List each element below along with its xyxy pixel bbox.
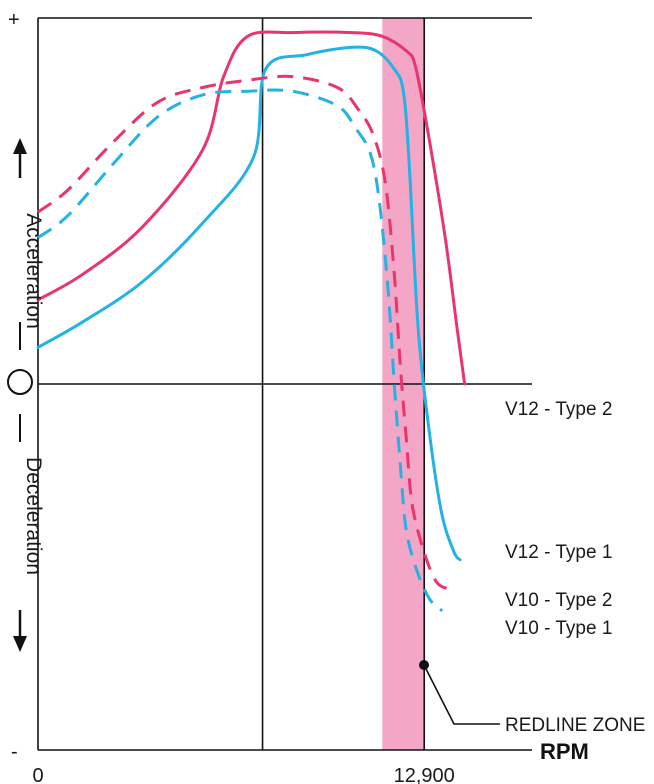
y-plus-sign: + <box>8 9 20 31</box>
y-label-acceleration: Acceleration <box>22 213 45 329</box>
y-minus-sign: - <box>11 741 18 763</box>
up-arrow-icon <box>13 138 27 178</box>
series-line-v12-type-1 <box>36 45 462 562</box>
x-tick-labels: 0 12,900 <box>32 765 454 784</box>
redline-zone-label: REDLINE ZONE <box>505 715 645 736</box>
series-line-v12-type-2 <box>36 30 467 386</box>
zero-marker-circle <box>7 369 33 395</box>
series-labels: V12 - Type 2 V12 - Type 1 V10 - Type 2 V10 … <box>505 399 612 639</box>
x-tick-label: 0 <box>32 765 43 784</box>
series-label-v12-type-1: V12 - Type 1 <box>505 542 612 563</box>
y-label-deceleration: Deceleration <box>22 457 45 575</box>
y-axis-label: Acceleration Deceleration <box>7 138 45 652</box>
series-line-v10-type-1 <box>37 88 444 613</box>
series-label-v10-type-2: V10 - Type 2 <box>505 590 612 611</box>
series-line-v10-type-2 <box>37 74 450 591</box>
series-lines <box>36 30 467 613</box>
grid <box>37 17 532 751</box>
series-label-v12-type-2: V12 - Type 2 <box>505 399 612 420</box>
redline-callout: REDLINE ZONE <box>419 660 645 736</box>
x-axis-title: RPM <box>540 739 589 764</box>
down-arrow-icon <box>13 610 27 652</box>
series-label-v10-type-1: V10 - Type 1 <box>505 618 612 639</box>
redline-leader-line <box>423 664 500 725</box>
x-tick-label: 12,900 <box>394 765 455 784</box>
